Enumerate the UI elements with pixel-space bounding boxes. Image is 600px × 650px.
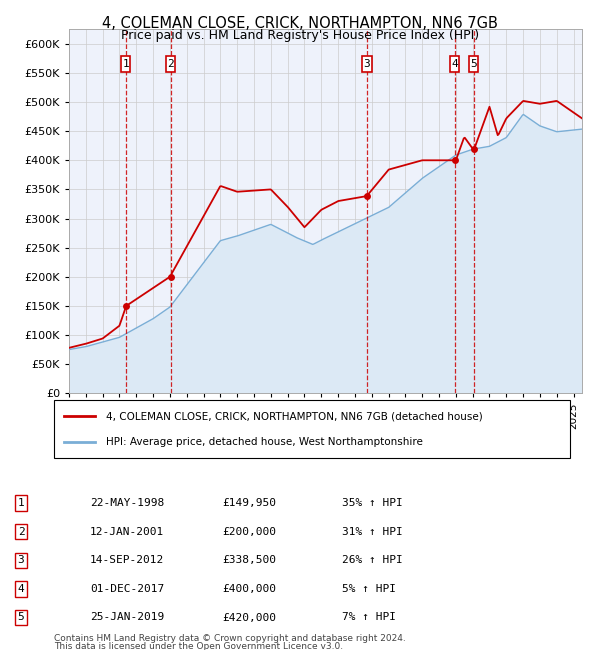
Text: 35% ↑ HPI: 35% ↑ HPI — [342, 498, 403, 508]
FancyBboxPatch shape — [450, 56, 459, 72]
Text: Price paid vs. HM Land Registry's House Price Index (HPI): Price paid vs. HM Land Registry's House … — [121, 29, 479, 42]
Text: Contains HM Land Registry data © Crown copyright and database right 2024.: Contains HM Land Registry data © Crown c… — [54, 634, 406, 643]
Text: 2: 2 — [167, 59, 174, 69]
Text: 4: 4 — [451, 59, 458, 69]
Text: £420,000: £420,000 — [222, 612, 276, 623]
Text: 22-MAY-1998: 22-MAY-1998 — [90, 498, 164, 508]
Text: HPI: Average price, detached house, West Northamptonshire: HPI: Average price, detached house, West… — [106, 437, 422, 447]
Text: £338,500: £338,500 — [222, 555, 276, 566]
FancyBboxPatch shape — [166, 56, 175, 72]
FancyBboxPatch shape — [54, 400, 570, 458]
Text: 5% ↑ HPI: 5% ↑ HPI — [342, 584, 396, 594]
Text: 4, COLEMAN CLOSE, CRICK, NORTHAMPTON, NN6 7GB: 4, COLEMAN CLOSE, CRICK, NORTHAMPTON, NN… — [102, 16, 498, 31]
Text: 2: 2 — [17, 526, 25, 537]
Text: 01-DEC-2017: 01-DEC-2017 — [90, 584, 164, 594]
Text: 3: 3 — [364, 59, 370, 69]
FancyBboxPatch shape — [362, 56, 371, 72]
Text: 7% ↑ HPI: 7% ↑ HPI — [342, 612, 396, 623]
Text: 31% ↑ HPI: 31% ↑ HPI — [342, 526, 403, 537]
Text: This data is licensed under the Open Government Licence v3.0.: This data is licensed under the Open Gov… — [54, 642, 343, 650]
Text: 4: 4 — [17, 584, 25, 594]
Text: 5: 5 — [17, 612, 25, 623]
FancyBboxPatch shape — [469, 56, 478, 72]
Text: 1: 1 — [17, 498, 25, 508]
Text: £400,000: £400,000 — [222, 584, 276, 594]
Text: 3: 3 — [17, 555, 25, 566]
Text: 26% ↑ HPI: 26% ↑ HPI — [342, 555, 403, 566]
Text: £200,000: £200,000 — [222, 526, 276, 537]
Text: 12-JAN-2001: 12-JAN-2001 — [90, 526, 164, 537]
Text: 25-JAN-2019: 25-JAN-2019 — [90, 612, 164, 623]
Text: 1: 1 — [122, 59, 129, 69]
FancyBboxPatch shape — [121, 56, 130, 72]
Text: 4, COLEMAN CLOSE, CRICK, NORTHAMPTON, NN6 7GB (detached house): 4, COLEMAN CLOSE, CRICK, NORTHAMPTON, NN… — [106, 411, 482, 421]
Text: £149,950: £149,950 — [222, 498, 276, 508]
Text: 5: 5 — [470, 59, 477, 69]
Text: 14-SEP-2012: 14-SEP-2012 — [90, 555, 164, 566]
